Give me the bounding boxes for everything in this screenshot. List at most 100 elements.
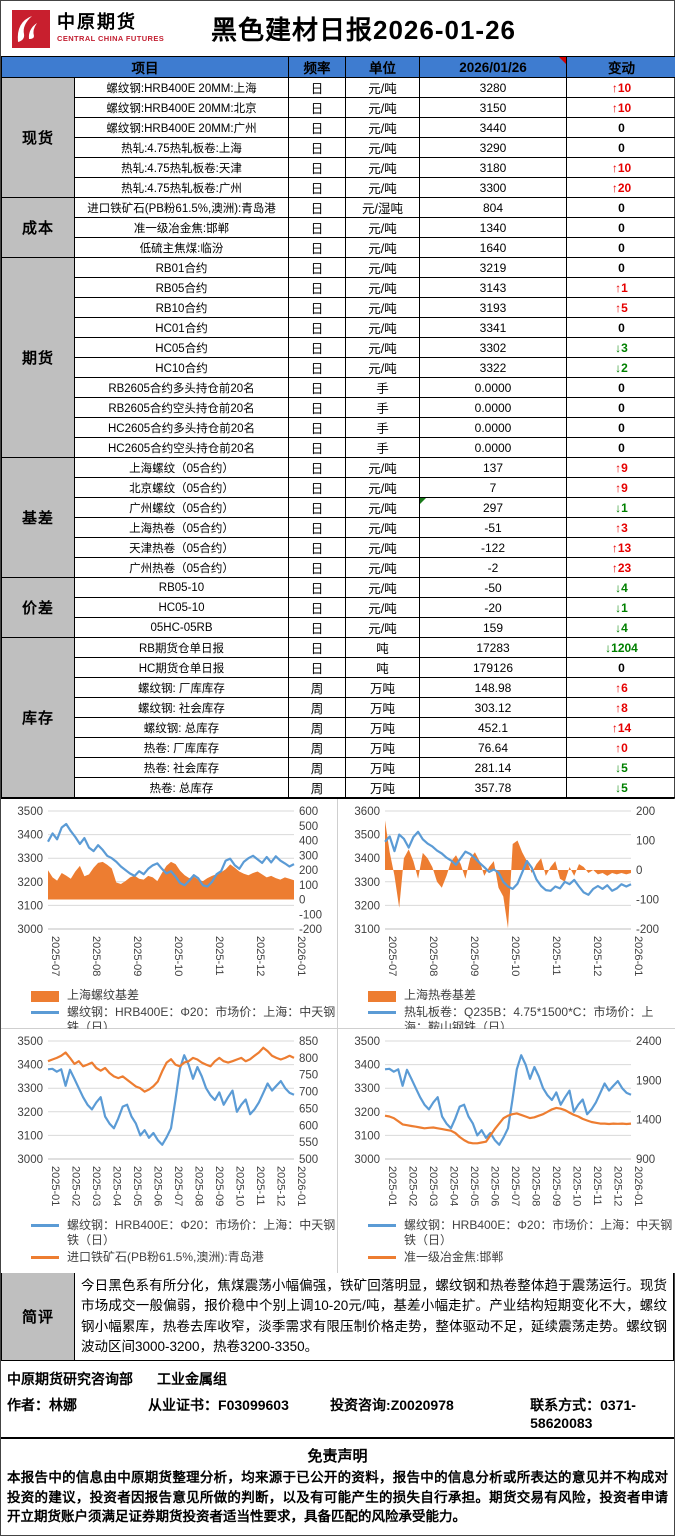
- contact-cert: 从业证书：F03099603: [148, 1395, 330, 1431]
- cell-unit: 元/吨: [346, 458, 420, 478]
- cell-freq: 周: [289, 778, 346, 798]
- col-header-unit: 单位: [346, 57, 420, 78]
- cell-unit: 元/吨: [346, 598, 420, 618]
- change-cell: ↓1: [567, 498, 675, 518]
- svg-text:600: 600: [299, 806, 318, 818]
- cell-item: HC10合约: [75, 358, 289, 378]
- svg-text:0: 0: [636, 865, 642, 877]
- svg-text:2025-10: 2025-10: [571, 1166, 583, 1206]
- svg-text:3000: 3000: [17, 1154, 43, 1166]
- cell-freq: 日: [289, 558, 346, 578]
- svg-text:2025-07: 2025-07: [172, 1166, 184, 1206]
- svg-text:100: 100: [636, 836, 655, 848]
- comment-text: 今日黑色系有所分化，焦煤震荡小幅偏强，铁矿回落明显，螺纹钢和热卷整体趋于震荡运行…: [75, 1273, 673, 1360]
- svg-text:1900: 1900: [636, 1075, 662, 1087]
- legend-area-swatch: [31, 991, 59, 1002]
- cell-item: RB05合约: [75, 278, 289, 298]
- cell-item: RB期货仓单日报: [75, 638, 289, 658]
- brand-text: 中原期货 CENTRAL CHINA FUTURES: [57, 14, 164, 43]
- legend-item: 螺纹钢：HRB400E：Φ20：市场价：上海：中天钢铁（日）: [368, 1218, 675, 1248]
- cell-item: 螺纹钢:HRB400E 20MM:广州: [75, 118, 289, 138]
- cell-val: 1640: [420, 238, 567, 258]
- cell-val: -50: [420, 578, 567, 598]
- legend-label: 上海螺纹基差: [67, 988, 139, 1003]
- page-title: 黑色建材日报2026-01-26: [211, 10, 516, 47]
- svg-text:2025-12: 2025-12: [591, 936, 603, 976]
- svg-text:2025-11: 2025-11: [550, 936, 562, 976]
- contact-group: 工业金属组: [157, 1371, 227, 1387]
- change-cell: ↑9: [567, 458, 675, 478]
- cell-val: -51: [420, 518, 567, 538]
- cell-unit: 元/吨: [346, 98, 420, 118]
- legend-label: 螺纹钢：HRB400E：Φ20：市场价：上海：中天钢铁（日）: [404, 1218, 674, 1248]
- cell-freq: 日: [289, 298, 346, 318]
- cell-item: 热卷: 社会库存: [75, 758, 289, 778]
- cell-item: 螺纹钢:HRB400E 20MM:上海: [75, 78, 289, 98]
- svg-text:800: 800: [299, 1053, 318, 1065]
- comment-marker: [559, 57, 566, 64]
- svg-text:2025-08: 2025-08: [530, 1166, 542, 1206]
- cell-item: RB01合约: [75, 258, 289, 278]
- svg-text:2025-08: 2025-08: [427, 936, 439, 976]
- change-cell: ↑8: [567, 698, 675, 718]
- cell-val: 0.0000: [420, 398, 567, 418]
- cell-freq: 日: [289, 258, 346, 278]
- section-label: 期货: [2, 258, 75, 458]
- legend-item: 进口铁矿石(PB粉61.5%,澳洲):青岛港: [31, 1250, 337, 1265]
- svg-text:2025-01: 2025-01: [386, 1166, 398, 1206]
- svg-text:2025-10: 2025-10: [172, 936, 184, 976]
- svg-text:650: 650: [299, 1103, 318, 1115]
- cell-unit: 手: [346, 418, 420, 438]
- contact-advisory: 投资咨询:Z0020978: [330, 1395, 530, 1431]
- change-cell: 0: [567, 318, 675, 338]
- cell-freq: 日: [289, 278, 346, 298]
- svg-text:2025-09: 2025-09: [131, 936, 143, 976]
- chart-canvas: 310032003300340035003600-200-10001002002…: [340, 803, 673, 981]
- cell-unit: 元/吨: [346, 78, 420, 98]
- change-cell: 0: [567, 238, 675, 258]
- cell-unit: 万吨: [346, 738, 420, 758]
- svg-text:2025-03: 2025-03: [427, 1166, 439, 1206]
- change-cell: ↑20: [567, 178, 675, 198]
- svg-text:3200: 3200: [17, 1107, 43, 1119]
- change-cell: ↓1: [567, 598, 675, 618]
- svg-text:2025-07: 2025-07: [509, 1166, 521, 1206]
- cell-freq: 日: [289, 418, 346, 438]
- svg-text:700: 700: [299, 1087, 318, 1099]
- cell-unit: 元/吨: [346, 178, 420, 198]
- cell-item: 广州热卷（05合约）: [75, 558, 289, 578]
- cell-freq: 日: [289, 638, 346, 658]
- legend-item: 螺纹钢：HRB400E：Φ20：市场价：上海：中天钢铁（日）: [31, 1218, 337, 1248]
- cell-freq: 日: [289, 398, 346, 418]
- cell-val: -2: [420, 558, 567, 578]
- change-cell: ↑3: [567, 518, 675, 538]
- cell-unit: 元/吨: [346, 278, 420, 298]
- svg-text:3100: 3100: [17, 900, 43, 912]
- cell-freq: 日: [289, 578, 346, 598]
- area-series: [48, 862, 294, 900]
- contact-section: 中原期货研究咨询部工业金属组 作者：林娜 从业证书：F03099603 投资咨询…: [1, 1361, 674, 1437]
- cell-freq: 日: [289, 378, 346, 398]
- cell-val: 148.98: [420, 678, 567, 698]
- cell-item: 热卷: 厂库库存: [75, 738, 289, 758]
- legend-label: 进口铁矿石(PB粉61.5%,澳洲):青岛港: [67, 1250, 264, 1265]
- svg-text:2025-06: 2025-06: [489, 1166, 501, 1206]
- cell-freq: 日: [289, 138, 346, 158]
- svg-text:3100: 3100: [354, 1130, 380, 1142]
- svg-text:100: 100: [299, 880, 318, 892]
- svg-text:3100: 3100: [354, 924, 380, 936]
- cell-unit: 元/吨: [346, 478, 420, 498]
- svg-text:3400: 3400: [17, 830, 43, 842]
- cell-freq: 日: [289, 438, 346, 458]
- cell-freq: 日: [289, 98, 346, 118]
